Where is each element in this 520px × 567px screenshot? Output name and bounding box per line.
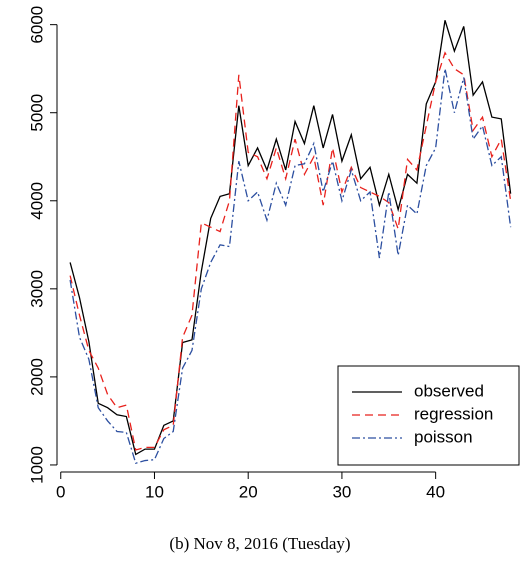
series-line bbox=[69, 20, 512, 456]
legend-label: regression bbox=[414, 404, 493, 423]
y-tick-label: 6000 bbox=[27, 6, 46, 44]
y-tick-label: 3000 bbox=[27, 270, 46, 308]
x-tick-label: 40 bbox=[426, 482, 445, 501]
y-tick-label: 2000 bbox=[27, 358, 46, 396]
x-tick-label: 30 bbox=[332, 482, 351, 501]
y-tick-label: 1000 bbox=[27, 446, 46, 484]
caption: (b) Nov 8, 2016 (Tuesday) bbox=[169, 534, 350, 553]
x-tick-label: 0 bbox=[56, 482, 65, 501]
series-line bbox=[69, 51, 512, 451]
y-tick-label: 5000 bbox=[27, 94, 46, 132]
legend-label: observed bbox=[414, 381, 484, 400]
legend-label: poisson bbox=[414, 427, 473, 446]
x-tick-label: 10 bbox=[145, 482, 164, 501]
x-tick-label: 20 bbox=[239, 482, 258, 501]
y-tick-label: 4000 bbox=[27, 182, 46, 220]
series-line bbox=[69, 68, 512, 464]
